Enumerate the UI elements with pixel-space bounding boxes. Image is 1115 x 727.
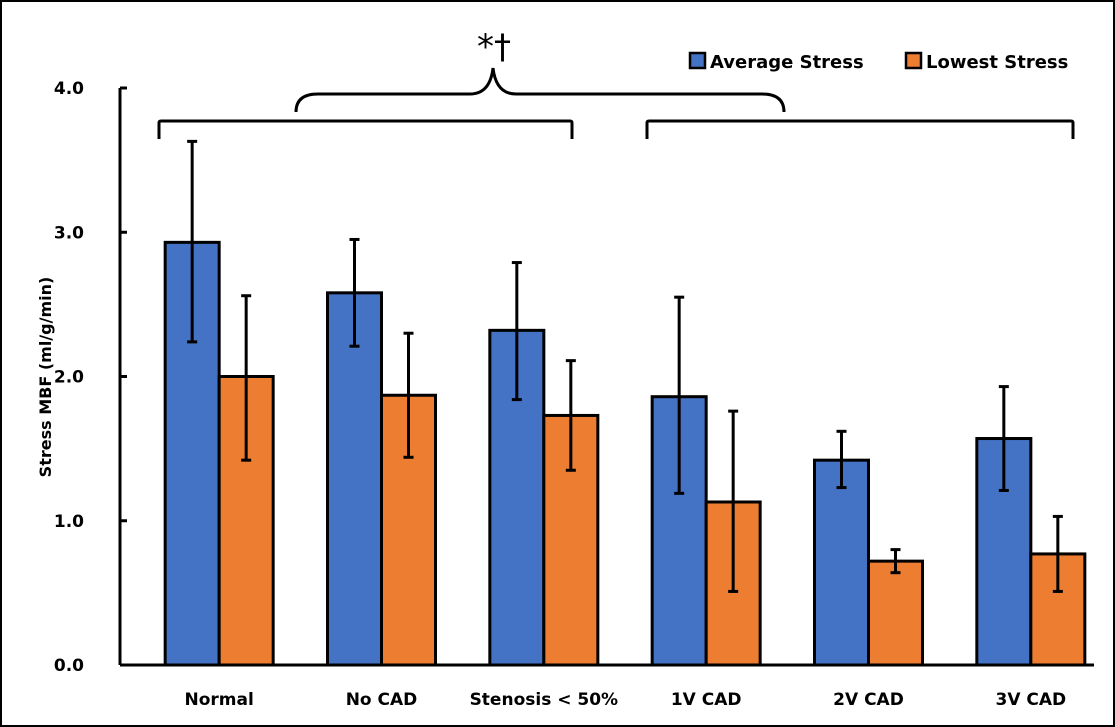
bar-average-stress bbox=[813, 458, 870, 667]
error-bars-layer bbox=[187, 139, 1063, 593]
significance-annotation: *† bbox=[477, 27, 511, 67]
error-bar bbox=[998, 385, 1009, 492]
x-tick-label: 2V CAD bbox=[833, 690, 904, 710]
bars-layer bbox=[163, 240, 1087, 667]
bar-lowest-stress bbox=[867, 559, 924, 667]
x-tick-label: 3V CAD bbox=[996, 690, 1067, 710]
y-axis-title: Stress MBF (ml/g/min) bbox=[36, 277, 55, 478]
y-tick-label: 3.0 bbox=[54, 223, 84, 243]
error-bar bbox=[187, 139, 198, 344]
legend-swatch-lowest-stress bbox=[904, 51, 923, 70]
y-tick-label: 2.0 bbox=[54, 368, 84, 388]
bar-average-stress bbox=[326, 291, 383, 667]
x-tick-labels: Normal No CAD Stenosis < 50% 1V CAD 2V CAD 3V… bbox=[185, 690, 1067, 710]
error-bar bbox=[241, 294, 252, 462]
legend-label-lowest-stress: Lowest Stress bbox=[926, 52, 1068, 73]
error-bar bbox=[890, 548, 901, 575]
error-bar bbox=[403, 331, 414, 459]
significance-curly-brace bbox=[294, 67, 786, 113]
x-tick-label: Normal bbox=[185, 690, 254, 710]
bracket-group-1 bbox=[157, 119, 574, 139]
y-ticks: 0.0 1.0 2.0 3.0 4.0 bbox=[54, 79, 127, 676]
error-bar bbox=[349, 237, 360, 348]
bracket-group-2 bbox=[645, 119, 1075, 139]
error-bar bbox=[565, 359, 576, 472]
y-tick-label: 1.0 bbox=[54, 512, 84, 532]
x-tick-label: Stenosis < 50% bbox=[470, 690, 619, 710]
y-tick-label: 0.0 bbox=[54, 656, 84, 676]
error-bar bbox=[511, 261, 522, 402]
bar-lowest-stress bbox=[380, 393, 437, 667]
x-tick-label: No CAD bbox=[346, 690, 418, 710]
error-bar bbox=[728, 409, 739, 593]
error-bar bbox=[1052, 514, 1063, 593]
error-bar bbox=[836, 429, 847, 490]
error-bar bbox=[674, 295, 685, 495]
x-tick-label: 1V CAD bbox=[671, 690, 742, 710]
legend-swatch-average-stress bbox=[688, 51, 707, 70]
y-tick-label: 4.0 bbox=[54, 79, 84, 99]
legend-label-average-stress: Average Stress bbox=[710, 52, 864, 73]
legend: Average Stress Lowest Stress bbox=[688, 51, 1068, 73]
